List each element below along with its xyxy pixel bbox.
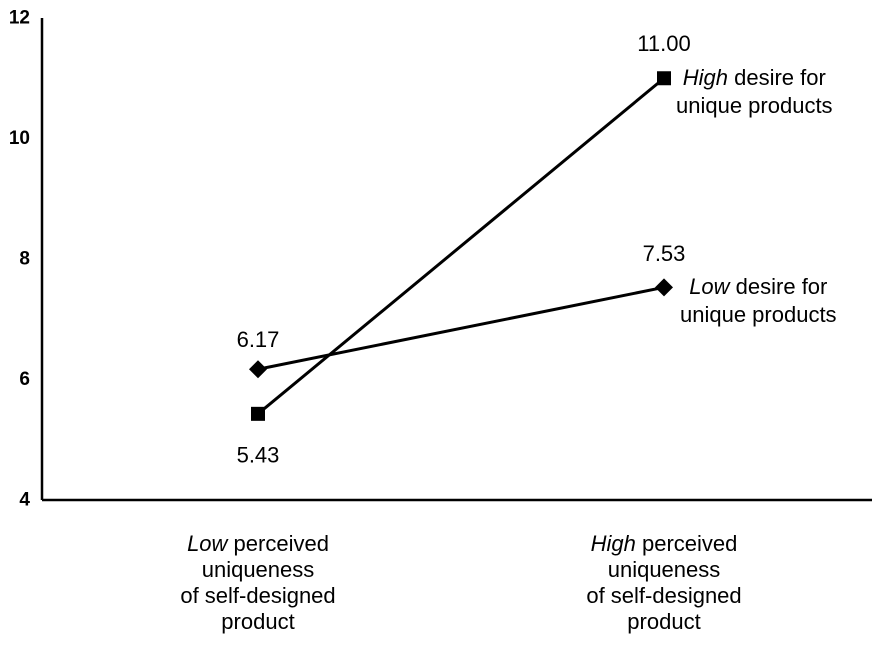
series-label-emphasis: Low: [689, 274, 730, 300]
series-label-low-desire: Low desire for unique products: [680, 273, 837, 329]
x-category-line3: of self-designed: [180, 583, 336, 608]
series-label-line1-rest: desire for: [729, 274, 828, 300]
axes: [40, 18, 872, 502]
x-category-line2: uniqueness: [201, 557, 315, 582]
x-category-line1-rest: perceived: [635, 531, 738, 556]
series-label-line2: unique products: [676, 93, 833, 119]
series-line: [257, 285, 665, 371]
series-label-line1: High desire for: [676, 64, 833, 92]
diamond-marker: [655, 278, 673, 297]
series-line: [257, 77, 665, 415]
x-category-line1-rest: perceived: [227, 531, 329, 556]
series-label-line2: unique products: [680, 302, 837, 328]
x-category-line3: of self-designed: [586, 583, 742, 608]
square-marker: [251, 406, 265, 421]
y-tick-label: 10: [9, 128, 30, 149]
data-value-label: 5.43: [237, 442, 280, 467]
x-category-line4: product: [627, 609, 701, 634]
x-category-label-low: Low perceived uniqueness of self-designe…: [128, 531, 388, 635]
series-label-high-desire: High desire for unique products: [676, 64, 833, 120]
x-category-label-line1: High perceived: [534, 531, 794, 557]
y-axis-ticks: 4 6 8 10 12: [9, 8, 31, 511]
x-category-label-high: High perceived uniqueness of self-design…: [534, 531, 794, 635]
x-category-emphasis: Low: [187, 531, 228, 556]
y-tick-label: 12: [9, 8, 30, 29]
y-tick-label: 6: [19, 369, 30, 390]
square-marker: [657, 71, 671, 86]
series-lines: [257, 77, 665, 415]
series-label-line1-rest: desire for: [727, 65, 826, 91]
y-tick-label: 8: [19, 249, 30, 270]
series-label-line1: Low desire for: [680, 273, 837, 301]
series-markers: [249, 71, 673, 421]
data-value-label: 6.17: [237, 327, 280, 352]
y-tick-label: 4: [19, 490, 30, 511]
diamond-marker: [249, 360, 267, 379]
data-labels: 5.43 11.00 6.17 7.53: [237, 31, 691, 468]
x-category-label-line1: Low perceived: [128, 531, 388, 557]
x-category-emphasis: High: [590, 531, 636, 556]
data-value-label: 7.53: [643, 241, 686, 266]
x-category-line4: product: [221, 609, 295, 634]
x-category-line2: uniqueness: [607, 557, 721, 582]
data-value-label: 11.00: [637, 31, 690, 56]
series-label-emphasis: High: [682, 65, 728, 91]
